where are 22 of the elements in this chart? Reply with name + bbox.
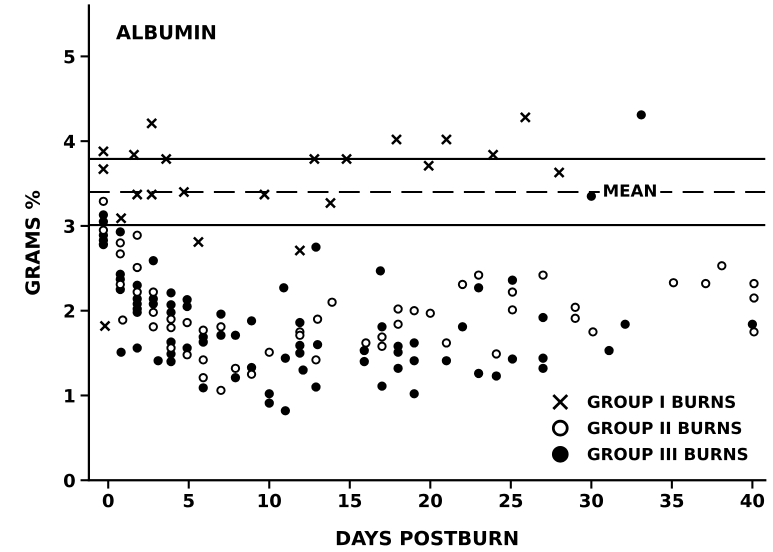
x-tick-label: 5 [184, 494, 194, 508]
x-tick-label: 0 [102, 494, 114, 508]
x-tick-label: 20 [419, 494, 442, 508]
x-tick-label: 25 [500, 494, 522, 508]
y-tick-label: 0 [64, 474, 75, 488]
y-tick-label: 1 [65, 389, 74, 402]
x-tick-label: 40 [740, 494, 764, 508]
legend-label: GROUP III BURNS [588, 448, 748, 460]
legend-label: GROUP II BURNS [588, 422, 742, 434]
ref-line-label: MEAN [604, 184, 656, 197]
y-axis-title: GRAMS % [25, 190, 40, 295]
y-tick-label: 3 [64, 219, 74, 234]
legend-label: GROUP I BURNS [588, 395, 735, 408]
x-axis-title: DAYS POSTBURN [336, 530, 518, 546]
y-tick-label: 2 [64, 304, 74, 318]
y-tick-label: 5 [64, 50, 74, 64]
x-tick-label: 15 [339, 494, 362, 508]
text: ALBUMIN [116, 25, 216, 40]
x-tick-label: 35 [660, 494, 684, 508]
y-tick-label: 4 [64, 134, 75, 148]
x-tick-label: 10 [258, 494, 281, 508]
x-tick-label: 30 [580, 494, 604, 508]
